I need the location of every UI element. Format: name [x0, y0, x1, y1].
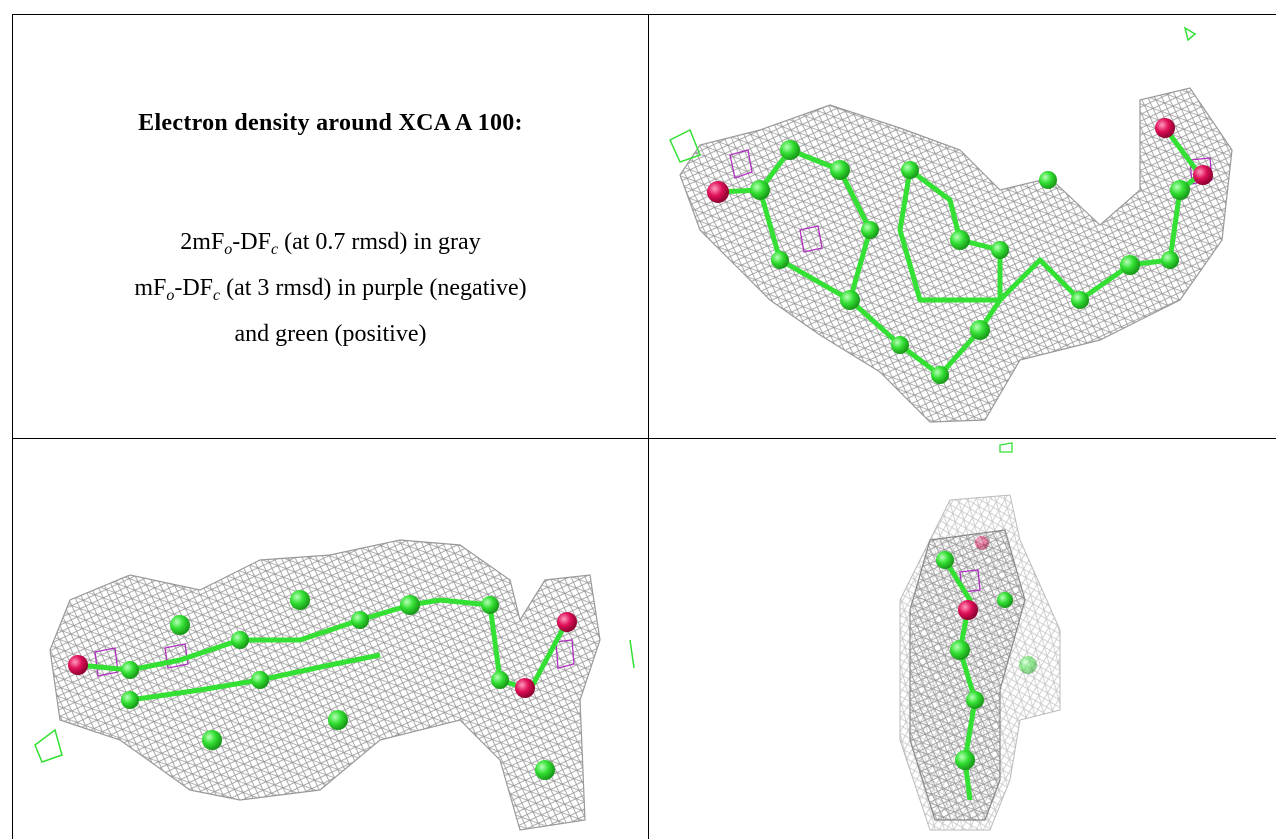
density-view-top	[669, 26, 1233, 423]
caption-title: Electron density around XCA A 100:	[138, 110, 523, 136]
legend-subscript: o	[224, 241, 233, 258]
caption-cell: Electron density around XCA A 100: 2mFo-…	[13, 15, 648, 438]
legend-line: 2mFo-DFc (at 0.7 rmsd) in gray	[13, 223, 648, 269]
density-view-side	[34, 539, 635, 831]
legend-subscript: c	[213, 287, 221, 304]
legend-subscript: c	[270, 241, 279, 258]
legend-line: mFo-DFc (at 3 rmsd) in purple (negative)	[13, 269, 648, 315]
table-borders	[12, 14, 1276, 839]
density-view-end	[899, 442, 1061, 831]
legend-subscript: o	[166, 287, 175, 304]
legend-text: (at 3 rmsd) in purple (negative)	[220, 275, 527, 301]
legend-text: and green (positive)	[234, 321, 427, 347]
caption-legend: 2mFo-DFc (at 0.7 rmsd) in gray mFo-DFc (…	[13, 223, 648, 353]
legend-line: and green (positive)	[13, 315, 648, 353]
legend-text: (at 0.7 rmsd) in gray	[278, 229, 481, 255]
legend-text: 2mF	[180, 229, 225, 255]
legend-text: -DF	[174, 275, 213, 301]
legend-text: -DF	[232, 229, 271, 255]
legend-text: mF	[134, 275, 167, 301]
